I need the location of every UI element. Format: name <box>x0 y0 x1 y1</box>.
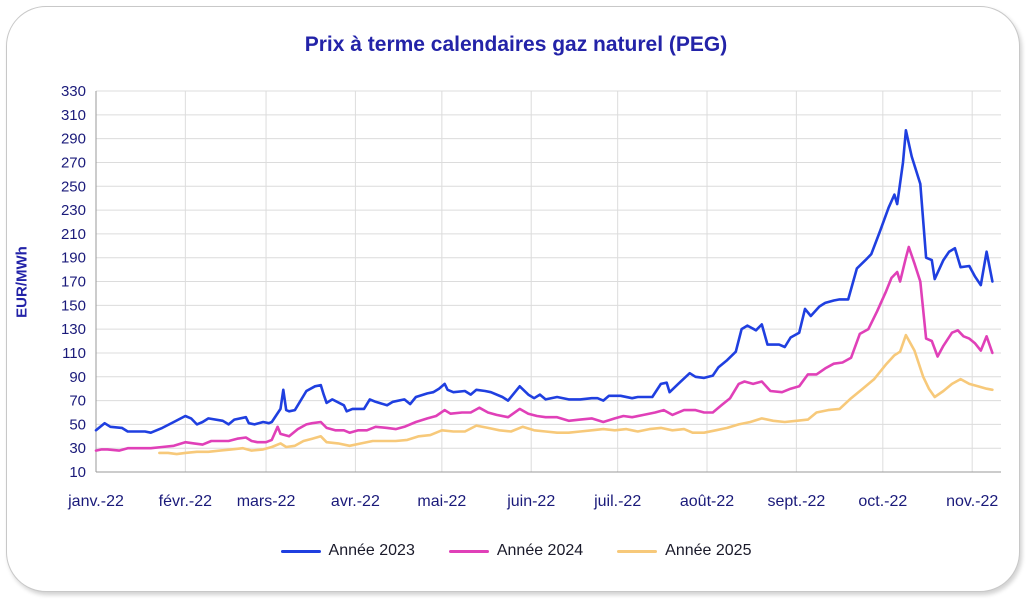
chart-title: Prix à terme calendaires gaz naturel (PE… <box>304 33 728 56</box>
y-tick-label: 310 <box>61 107 86 124</box>
y-tick-label: 290 <box>61 131 86 148</box>
y-tick-label: 250 <box>61 178 86 195</box>
y-tick-label: 170 <box>61 274 86 291</box>
legend-label: Année 2025 <box>665 542 752 559</box>
x-tick-label: nov.-22 <box>946 493 998 510</box>
y-tick-label: 130 <box>61 321 86 338</box>
chart-frame <box>6 6 1020 592</box>
y-tick-label: 110 <box>62 345 86 362</box>
x-tick-label: sept.-22 <box>767 493 825 510</box>
x-tick-label: avr.-22 <box>331 493 380 510</box>
legend-swatch <box>280 549 321 553</box>
legend-swatch <box>448 549 489 553</box>
x-tick-label: juil.-22 <box>593 493 641 510</box>
legend-swatch <box>617 549 658 553</box>
x-tick-label: juin-22 <box>506 493 555 510</box>
y-tick-label: 50 <box>69 416 86 433</box>
y-tick-label: 90 <box>69 369 86 386</box>
y-tick-label: 330 <box>61 83 86 100</box>
series-line-annee-2023 <box>94 129 994 434</box>
legend-item: Année 2023 <box>280 542 415 560</box>
x-tick-label: janv.-22 <box>67 493 124 510</box>
y-tick-label: 190 <box>61 250 86 267</box>
legend-item: Année 2024 <box>448 542 584 560</box>
x-tick-label: févr.-22 <box>159 493 212 510</box>
x-tick-label: mai-22 <box>417 493 466 510</box>
series-line-annee-2025 <box>158 333 994 456</box>
legend-label: Année 2023 <box>328 542 415 559</box>
x-tick-label: oct.-22 <box>858 493 907 510</box>
y-tick-label: 70 <box>69 393 86 410</box>
y-tick-label: 230 <box>61 202 86 219</box>
y-tick-label: 10 <box>69 464 86 481</box>
y-tick-label: 270 <box>61 154 86 171</box>
y-tick-label: 150 <box>61 297 86 314</box>
chart-legend: Année 2023 Année 2024 Année 2025 <box>0 542 1032 560</box>
series-line-annee-2024 <box>94 245 994 452</box>
x-tick-label: mars-22 <box>237 493 296 510</box>
x-tick-label: août-22 <box>680 493 734 510</box>
y-tick-label: 30 <box>69 440 86 457</box>
legend-label: Année 2024 <box>496 542 584 559</box>
legend-item: Année 2025 <box>617 542 751 560</box>
y-tick-label: 210 <box>61 226 86 243</box>
